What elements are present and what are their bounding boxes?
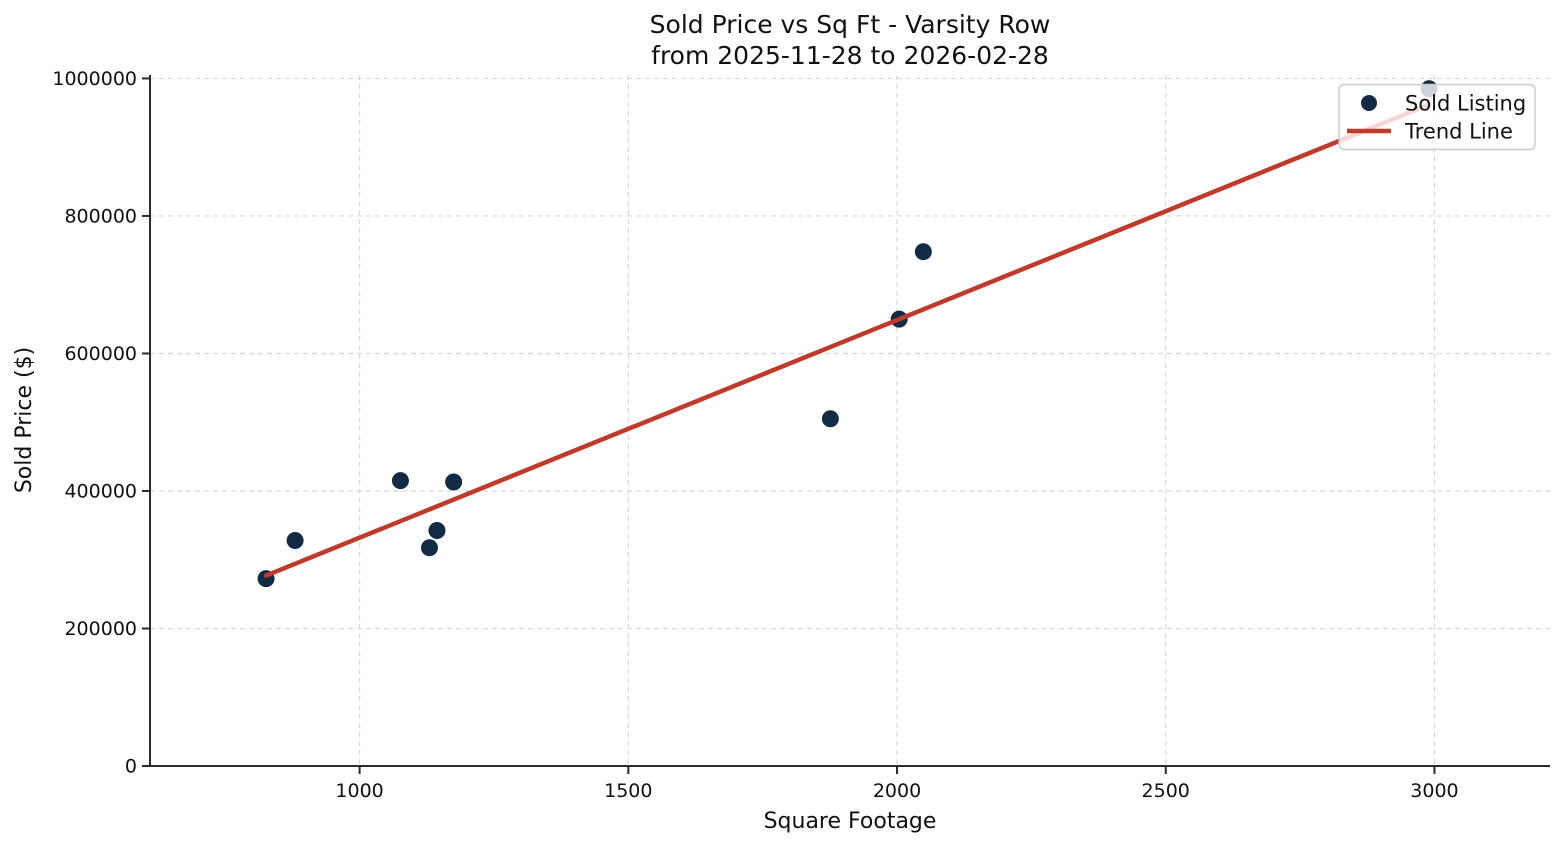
y-tick-label: 600000 — [64, 343, 137, 365]
y-axis-ticks: 0 200000 400000 600000 800000 1000000 — [52, 68, 150, 778]
x-tick-label: 2000 — [873, 780, 921, 802]
scatter-point — [914, 243, 932, 261]
y-tick-label: 800000 — [64, 205, 137, 227]
scatter-point — [821, 410, 839, 428]
scatter-point — [286, 531, 304, 549]
x-axis-label: Square Footage — [764, 809, 937, 834]
x-tick-label: 1500 — [604, 780, 652, 802]
legend: Sold Listing Trend Line — [1338, 83, 1536, 151]
scatter-point — [420, 539, 438, 557]
chart-title-line1: Sold Price vs Sq Ft - Varsity Row — [650, 10, 1051, 39]
scatter-point — [391, 472, 409, 490]
legend-marker-sold-listing-icon — [1361, 95, 1377, 111]
x-tick-label: 3000 — [1410, 780, 1458, 802]
scatter-point — [428, 522, 446, 540]
legend-label-trend-line: Trend Line — [1404, 120, 1513, 144]
x-tick-label: 2500 — [1142, 780, 1190, 802]
y-tick-label: 0 — [125, 756, 137, 778]
y-tick-label: 400000 — [64, 480, 137, 502]
vertical-gridlines — [358, 75, 1436, 766]
x-axis-ticks: 1000 1500 2000 2500 3000 — [335, 766, 1459, 802]
y-axis-label: Sold Price ($) — [12, 347, 37, 493]
x-tick-label: 1000 — [335, 780, 383, 802]
scatter-point — [445, 473, 463, 491]
y-tick-label: 200000 — [64, 618, 137, 640]
chart-title-line2: from 2025-11-28 to 2026-02-28 — [651, 41, 1049, 70]
legend-label-sold-listing: Sold Listing — [1405, 92, 1526, 116]
trend-line-series — [263, 102, 1432, 578]
trend-line — [263, 102, 1432, 578]
y-tick-label: 1000000 — [52, 68, 137, 90]
sold-listing-series — [257, 80, 1438, 588]
